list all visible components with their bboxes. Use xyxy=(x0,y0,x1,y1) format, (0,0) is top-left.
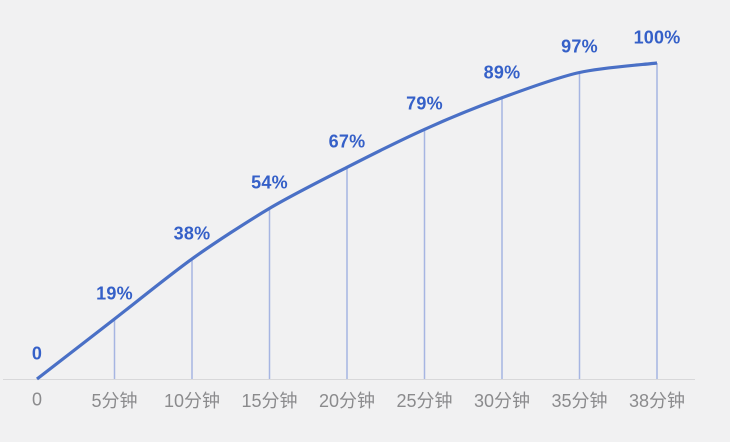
data-point-label: 67% xyxy=(328,131,366,152)
data-point-label: 54% xyxy=(251,172,288,193)
data-point-label: 19% xyxy=(96,283,133,304)
data-point-label: 79% xyxy=(406,93,443,114)
x-axis-tick-label: 0 xyxy=(31,389,43,410)
x-axis-tick-label: 30分钟 xyxy=(473,391,531,411)
x-axis-tick-label: 38分钟 xyxy=(628,391,686,411)
data-point-label: 89% xyxy=(483,62,521,83)
x-axis-tick-label: 10分钟 xyxy=(163,391,221,411)
data-point-label: 0 xyxy=(31,343,43,364)
x-axis-tick-label: 15分钟 xyxy=(241,391,298,411)
x-axis-tick-label: 25分钟 xyxy=(396,391,453,411)
x-axis-tick-label: 35分钟 xyxy=(551,391,608,411)
data-point-label: 97% xyxy=(561,36,598,57)
x-axis-tick-label: 5分钟 xyxy=(91,391,138,411)
x-axis-tick-label: 20分钟 xyxy=(318,391,376,411)
charge-curve-line xyxy=(36,61,658,381)
data-point-label: 38% xyxy=(173,223,211,244)
data-point-label: 100% xyxy=(633,27,681,48)
